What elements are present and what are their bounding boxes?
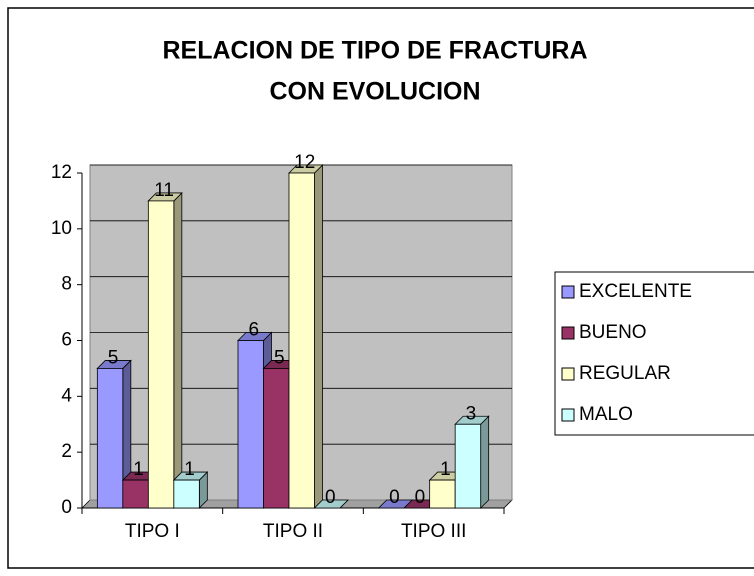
bar [263, 368, 290, 509]
data-label: 1 [440, 459, 451, 480]
data-label: 6 [248, 320, 259, 341]
y-tick-label: 8 [61, 274, 72, 295]
bar [147, 200, 175, 509]
data-label: 0 [415, 487, 426, 508]
legend-label: MALO [579, 404, 633, 425]
x-tick-label: TIPO I [125, 521, 180, 542]
y-tick-label: 0 [61, 497, 72, 518]
bar [173, 479, 200, 509]
chart-title: RELACION DE TIPO DE FRACTURA [163, 37, 588, 65]
legend-label: EXCELENTE [579, 281, 692, 302]
legend-label: BUENO [579, 322, 647, 343]
bar-side [314, 164, 323, 509]
legend-swatch [561, 285, 575, 299]
legend-swatch [561, 408, 575, 422]
x-tick-label: TIPO III [401, 521, 466, 542]
bar [122, 479, 149, 509]
data-label: 0 [325, 487, 336, 508]
data-label: 5 [274, 347, 285, 368]
legend [554, 271, 754, 436]
legend-swatch [561, 367, 575, 381]
bar [96, 368, 124, 509]
y-tick-label: 10 [51, 218, 72, 239]
data-label: 1 [184, 459, 195, 480]
data-label: 12 [294, 152, 315, 173]
data-label: 3 [466, 403, 477, 424]
data-label: 11 [154, 180, 174, 201]
data-label: 0 [389, 487, 400, 508]
x-tick-label: TIPO II [263, 521, 323, 542]
y-tick-label: 12 [51, 162, 72, 183]
bar-side [480, 415, 490, 509]
data-label: 1 [133, 459, 144, 480]
y-tick-label: 6 [61, 330, 72, 351]
bar [454, 423, 482, 509]
legend-label: REGULAR [579, 363, 671, 384]
chart-title: CON EVOLUCION [269, 78, 480, 106]
bar-top [313, 499, 349, 509]
data-label: 5 [108, 347, 119, 368]
bar-side [173, 191, 183, 509]
legend-swatch [561, 326, 575, 340]
bar [237, 340, 264, 509]
bar [429, 479, 456, 509]
y-tick-label: 2 [61, 441, 72, 462]
bar [288, 172, 315, 509]
y-tick-label: 4 [61, 385, 72, 406]
